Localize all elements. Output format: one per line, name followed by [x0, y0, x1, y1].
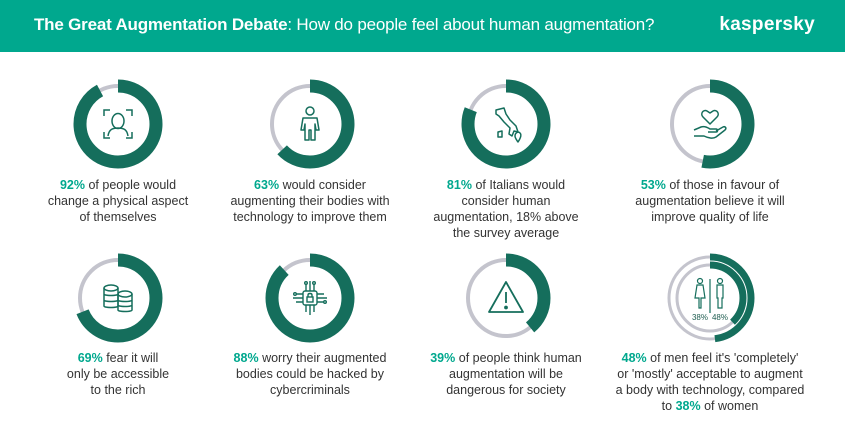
ring-progress [73, 253, 163, 343]
ring-progress [73, 79, 163, 169]
caption-line: of people would [88, 178, 177, 192]
caption-line: only be accessible [66, 367, 170, 381]
stat-percent: 81% [446, 178, 472, 192]
caption-line: of themselves [79, 210, 157, 224]
ring-progress [461, 253, 551, 343]
caption-line: of men feel it's 'completely' [650, 351, 799, 365]
gender-icon [694, 277, 724, 313]
heart-hand-icon [693, 109, 727, 139]
caption-line: of those in favour of [669, 178, 780, 192]
stat-caption: 69% fear it will only be accessible to t… [18, 350, 218, 398]
page-title: The Great Augmentation Debate: How do pe… [34, 15, 654, 35]
caption-line: a body with technology, compared [615, 383, 805, 397]
stat-caption: 53% of those in favour of augmentation b… [610, 177, 810, 225]
title-bold: The Great Augmentation Debate [34, 15, 288, 34]
caption-line: augmenting their bodies with [230, 194, 390, 208]
circuit-lock-icon [292, 280, 328, 315]
ring-progress [461, 79, 551, 169]
donut-svg [73, 79, 163, 169]
stat-percent: 88% [233, 351, 259, 365]
double-donut-chart: 38% 48% [665, 253, 755, 343]
women-percent-label: 38% [692, 313, 708, 322]
caption-line: augmentation, 18% above [433, 210, 579, 224]
caption-line: or 'mostly' acceptable to augment [617, 367, 803, 381]
stat-percent: 48% [621, 351, 647, 365]
caption-line: to [661, 399, 673, 413]
ring-progress-women [673, 261, 747, 335]
ring-progress [265, 253, 355, 343]
caption-line: bodies could be hacked by [235, 367, 385, 381]
caption-line: fear it will [106, 351, 159, 365]
header-banner: The Great Augmentation Debate: How do pe… [0, 0, 845, 52]
donut-chart [73, 79, 163, 169]
caption-line: worry their augmented [262, 351, 387, 365]
italy-map-pin-icon [495, 107, 522, 143]
caption-line: to the rich [90, 383, 146, 397]
caption-line: change a physical aspect [47, 194, 189, 208]
donut-chart [665, 79, 755, 169]
ring-progress [265, 79, 355, 169]
stat-caption: 39% of people think human augmentation w… [406, 350, 606, 398]
donut-svg: 38% 48% [665, 253, 755, 343]
caption-line: consider human [461, 194, 551, 208]
stat-caption: 48% of men feel it's 'completely' or 'mo… [606, 350, 814, 414]
caption-line: dangerous for society [446, 383, 566, 397]
title-rest: : How do people feel about human augment… [287, 15, 655, 34]
men-percent-label: 48% [712, 313, 728, 322]
stat-caption: 88% worry their augmented bodies could b… [210, 350, 410, 398]
donut-chart [265, 253, 355, 343]
stat-percent: 69% [77, 351, 103, 365]
donut-svg [461, 253, 551, 343]
donut-svg [73, 253, 163, 343]
caption-tail: of women [704, 399, 759, 413]
stat-percent: 63% [254, 178, 280, 192]
caption-line: improve quality of life [651, 210, 769, 224]
caption-line: cybercriminals [270, 383, 350, 397]
ring-progress [665, 79, 755, 169]
stat-caption: 81% of Italians would consider human aug… [406, 177, 606, 241]
caption-line: would consider [282, 178, 366, 192]
caption-line: technology to improve them [233, 210, 387, 224]
stat-caption: 63% would consider augmenting their bodi… [210, 177, 410, 225]
stat-percent-women: 38% [675, 399, 701, 413]
donut-chart [73, 253, 163, 343]
caption-line: of people think human [458, 351, 582, 365]
caption-line: of Italians would [475, 178, 566, 192]
stat-percent: 92% [59, 178, 85, 192]
coin-stack-icon [103, 284, 133, 313]
donut-svg [665, 79, 755, 169]
caption-line: augmentation believe it will [635, 194, 785, 208]
caption-line: augmentation will be [449, 367, 563, 381]
human-body-icon [300, 106, 320, 141]
donut-chart [265, 79, 355, 169]
stat-percent: 53% [640, 178, 666, 192]
donut-chart [461, 79, 551, 169]
face-scan-icon [103, 109, 133, 139]
donut-svg [265, 253, 355, 343]
kaspersky-logo: kaspersky [719, 14, 815, 35]
donut-chart [461, 253, 551, 343]
ring-progress-men [665, 253, 755, 343]
stat-caption: 92% of people would change a physical as… [18, 177, 218, 225]
donut-svg [461, 79, 551, 169]
warning-icon [488, 281, 524, 313]
caption-line: the survey average [452, 226, 560, 240]
donut-svg [265, 79, 355, 169]
stat-percent: 39% [430, 351, 456, 365]
